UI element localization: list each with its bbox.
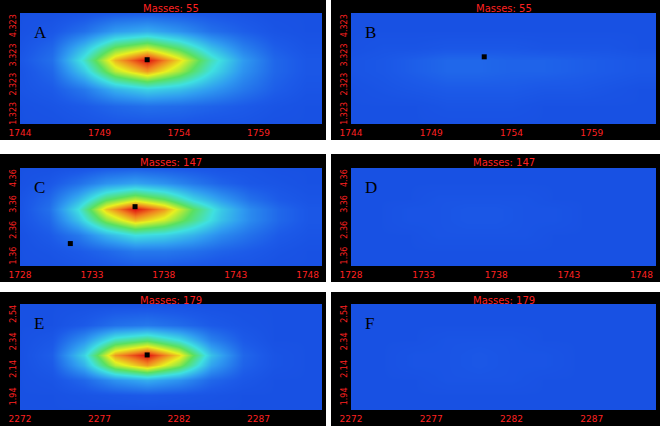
svg-text:1743: 1743 xyxy=(224,270,247,280)
svg-text:Masses: 179: Masses: 179 xyxy=(140,295,202,306)
svg-text:4.36: 4.36 xyxy=(340,169,349,187)
svg-text:Masses: 147: Masses: 147 xyxy=(140,157,202,168)
svg-text:2277: 2277 xyxy=(88,414,111,424)
svg-text:1759: 1759 xyxy=(580,128,603,138)
svg-text:2.36: 2.36 xyxy=(9,221,18,239)
svg-text:1.36: 1.36 xyxy=(340,247,349,265)
svg-text:A: A xyxy=(34,23,47,42)
svg-text:3.323: 3.323 xyxy=(9,43,18,66)
svg-text:F: F xyxy=(365,314,374,333)
svg-text:2.14: 2.14 xyxy=(340,360,349,378)
svg-text:1.36: 1.36 xyxy=(9,247,18,265)
svg-text:Masses: 147: Masses: 147 xyxy=(473,157,535,168)
svg-text:1748: 1748 xyxy=(630,270,653,280)
svg-text:1728: 1728 xyxy=(340,270,363,280)
svg-text:1754: 1754 xyxy=(500,128,523,138)
svg-text:2.36: 2.36 xyxy=(340,221,349,239)
svg-text:1744: 1744 xyxy=(340,128,363,138)
svg-text:2282: 2282 xyxy=(500,414,523,424)
svg-text:1738: 1738 xyxy=(152,270,175,280)
svg-text:1733: 1733 xyxy=(412,270,435,280)
svg-text:1748: 1748 xyxy=(296,270,319,280)
svg-text:3.323: 3.323 xyxy=(340,43,349,66)
svg-text:1728: 1728 xyxy=(9,270,32,280)
svg-text:1738: 1738 xyxy=(485,270,508,280)
svg-text:1749: 1749 xyxy=(420,128,443,138)
svg-text:2287: 2287 xyxy=(247,414,270,424)
svg-text:2.323: 2.323 xyxy=(340,73,349,96)
svg-text:1.323: 1.323 xyxy=(9,102,18,125)
svg-text:1754: 1754 xyxy=(167,128,190,138)
svg-text:2287: 2287 xyxy=(580,414,603,424)
svg-text:Masses: 55: Masses: 55 xyxy=(143,3,199,14)
svg-text:1733: 1733 xyxy=(80,270,103,280)
svg-text:2272: 2272 xyxy=(340,414,363,424)
svg-text:1.94: 1.94 xyxy=(9,388,18,406)
svg-text:2272: 2272 xyxy=(9,414,32,424)
svg-text:1.323: 1.323 xyxy=(340,102,349,125)
svg-text:4.323: 4.323 xyxy=(340,14,349,37)
svg-text:1744: 1744 xyxy=(9,128,32,138)
svg-text:B: B xyxy=(365,23,376,42)
svg-text:1759: 1759 xyxy=(247,128,270,138)
svg-text:1749: 1749 xyxy=(88,128,111,138)
svg-text:Masses: 55: Masses: 55 xyxy=(476,3,532,14)
svg-text:2282: 2282 xyxy=(167,414,190,424)
svg-text:2.34: 2.34 xyxy=(340,332,349,350)
svg-text:D: D xyxy=(365,178,377,197)
svg-text:C: C xyxy=(34,178,45,197)
svg-text:4.323: 4.323 xyxy=(9,14,18,37)
svg-text:2.54: 2.54 xyxy=(340,305,349,323)
svg-text:Masses: 179: Masses: 179 xyxy=(473,295,535,306)
svg-text:1743: 1743 xyxy=(557,270,580,280)
svg-text:E: E xyxy=(34,314,44,333)
svg-text:2.14: 2.14 xyxy=(9,360,18,378)
svg-text:4.36: 4.36 xyxy=(9,169,18,187)
svg-text:2.34: 2.34 xyxy=(9,332,18,350)
svg-text:3.36: 3.36 xyxy=(9,195,18,213)
svg-text:2277: 2277 xyxy=(420,414,443,424)
svg-text:1.94: 1.94 xyxy=(340,388,349,406)
svg-text:2.323: 2.323 xyxy=(9,73,18,96)
svg-text:2.54: 2.54 xyxy=(9,305,18,323)
svg-text:3.36: 3.36 xyxy=(340,195,349,213)
